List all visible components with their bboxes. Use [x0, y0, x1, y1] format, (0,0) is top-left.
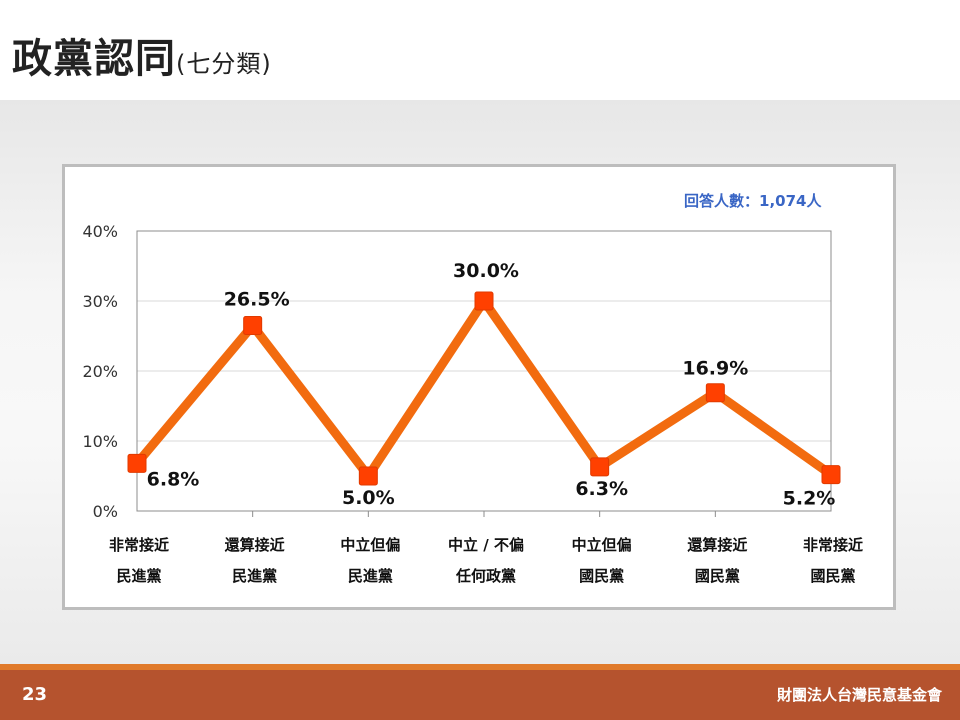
data-value-label: 5.0%	[342, 487, 395, 509]
slide-title: 政黨認同(七分類)	[12, 26, 272, 84]
organization-name: 財團法人台灣民意基金會	[776, 686, 942, 704]
data-point-marker	[358, 466, 378, 486]
data-point-marker	[243, 316, 263, 335]
x-category-label: 非常接近	[109, 536, 169, 554]
data-point-marker	[590, 457, 610, 477]
page-number: 23	[22, 684, 48, 705]
slide-subtitle: (七分類)	[176, 50, 272, 78]
data-point-marker	[705, 383, 725, 403]
data-value-label: 16.9%	[682, 358, 748, 380]
x-category-label: 民進黨	[116, 567, 161, 585]
x-category-label: 民進黨	[348, 567, 393, 585]
footer-bar: 23 財團法人台灣民意基金會	[0, 670, 960, 720]
y-tick-label: 10%	[82, 432, 118, 451]
x-category-label: 還算接近	[687, 536, 747, 554]
slide-title-text: 政黨認同	[12, 36, 176, 82]
data-value-label: 26.5%	[224, 289, 290, 311]
y-tick-label: 40%	[82, 222, 118, 241]
series-line	[132, 296, 836, 481]
x-category-label: 中立但偏	[572, 536, 632, 554]
x-category-label: 中立但偏	[340, 536, 400, 554]
x-category-label: 國民黨	[695, 567, 740, 585]
data-value-label: 30.0%	[453, 260, 519, 282]
x-category-label: 國民黨	[579, 567, 624, 585]
x-category-label: 國民黨	[810, 567, 855, 585]
y-tick-label: 30%	[82, 292, 118, 311]
footer-accent-line	[0, 664, 960, 670]
data-value-label: 6.8%	[147, 468, 200, 490]
x-category-label: 任何政黨	[455, 567, 516, 585]
data-point-marker	[821, 465, 841, 485]
y-tick-label: 0%	[93, 502, 118, 521]
x-category-label: 民進黨	[232, 567, 277, 585]
y-tick-label: 20%	[82, 362, 118, 381]
title-area: 政黨認同(七分類)	[0, 0, 960, 100]
x-category-label: 中立 / 不偏	[448, 536, 524, 554]
data-value-label: 6.3%	[575, 478, 628, 500]
data-value-label: 5.2%	[783, 488, 836, 510]
respondents-label: 回答人數：1,074人	[684, 192, 822, 210]
data-point-marker	[127, 453, 147, 473]
x-category-label: 還算接近	[225, 536, 285, 554]
data-point-marker	[474, 291, 494, 311]
x-category-label: 非常接近	[803, 536, 863, 554]
